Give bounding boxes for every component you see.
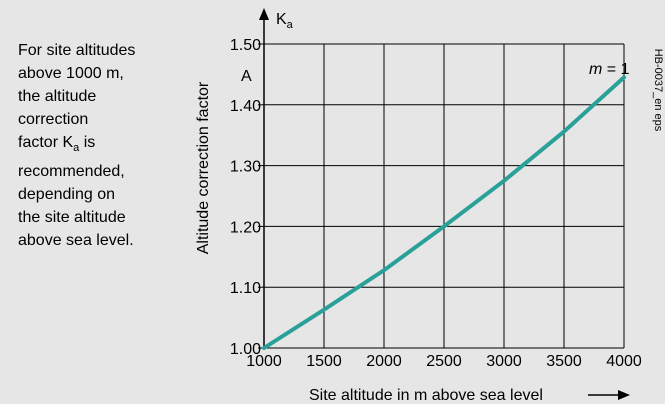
description-line: factor Ka is <box>18 131 188 160</box>
x-tick-label: 1000 <box>246 353 282 370</box>
description-line: above sea level. <box>18 232 134 250</box>
description-line: the altitude <box>18 88 97 105</box>
description-factor-text: factor K <box>18 134 74 151</box>
description-factor-subscript: a <box>73 142 80 155</box>
x-tick-label: 3500 <box>546 353 582 370</box>
description-line: For site altitudes <box>18 42 136 59</box>
x-tick-label: 2000 <box>366 353 402 370</box>
x-tick-label: 2500 <box>426 353 462 370</box>
y-axis-arrow-icon <box>259 8 269 20</box>
series-label-m: m <box>589 61 602 78</box>
x-axis-label: Site altitude in m above sea level <box>309 387 543 404</box>
description-line: the site altitude <box>18 209 126 227</box>
y-tick-label: 1.20 <box>230 219 261 236</box>
y-tick-label: 1.00 <box>230 341 261 358</box>
annotation-a: A <box>241 68 252 85</box>
y-tick-label: 1.30 <box>230 159 261 176</box>
y-axis-label: Altitude correction factor <box>195 81 212 254</box>
description-text: For site altitudes above 1000 m, the alt… <box>18 39 188 252</box>
grid <box>258 43 625 349</box>
watermark-label: HB-0037_en eps <box>652 49 664 132</box>
x-tick-label: 4000 <box>606 353 642 370</box>
y-axis-symbol-main: K <box>276 11 287 28</box>
y-tick-label: 1.10 <box>230 280 261 297</box>
y-axis-symbol-sub: a <box>287 19 294 31</box>
series-line <box>262 75 626 350</box>
x-label-arrow-icon <box>618 390 630 400</box>
description-line: recommended, <box>18 163 125 181</box>
description-line: depending on <box>18 186 115 204</box>
series-label: m = 1 <box>589 61 630 78</box>
tick-labels: 1000 1500 2000 2500 3000 3500 4000 1.00 1.10 1.20… <box>230 37 642 370</box>
description-factor-suffix: is <box>79 134 96 151</box>
axes <box>259 8 630 400</box>
description-line: above 1000 m, <box>18 65 124 82</box>
x-tick-label: 1500 <box>306 353 342 370</box>
description-line: correction <box>18 111 89 128</box>
y-axis-symbol: Ka <box>276 11 294 31</box>
series-label-eq: = 1 <box>602 61 629 78</box>
y-tick-label: 1.50 <box>230 37 261 54</box>
x-tick-label: 3000 <box>486 353 522 370</box>
y-tick-label: 1.40 <box>230 98 261 115</box>
